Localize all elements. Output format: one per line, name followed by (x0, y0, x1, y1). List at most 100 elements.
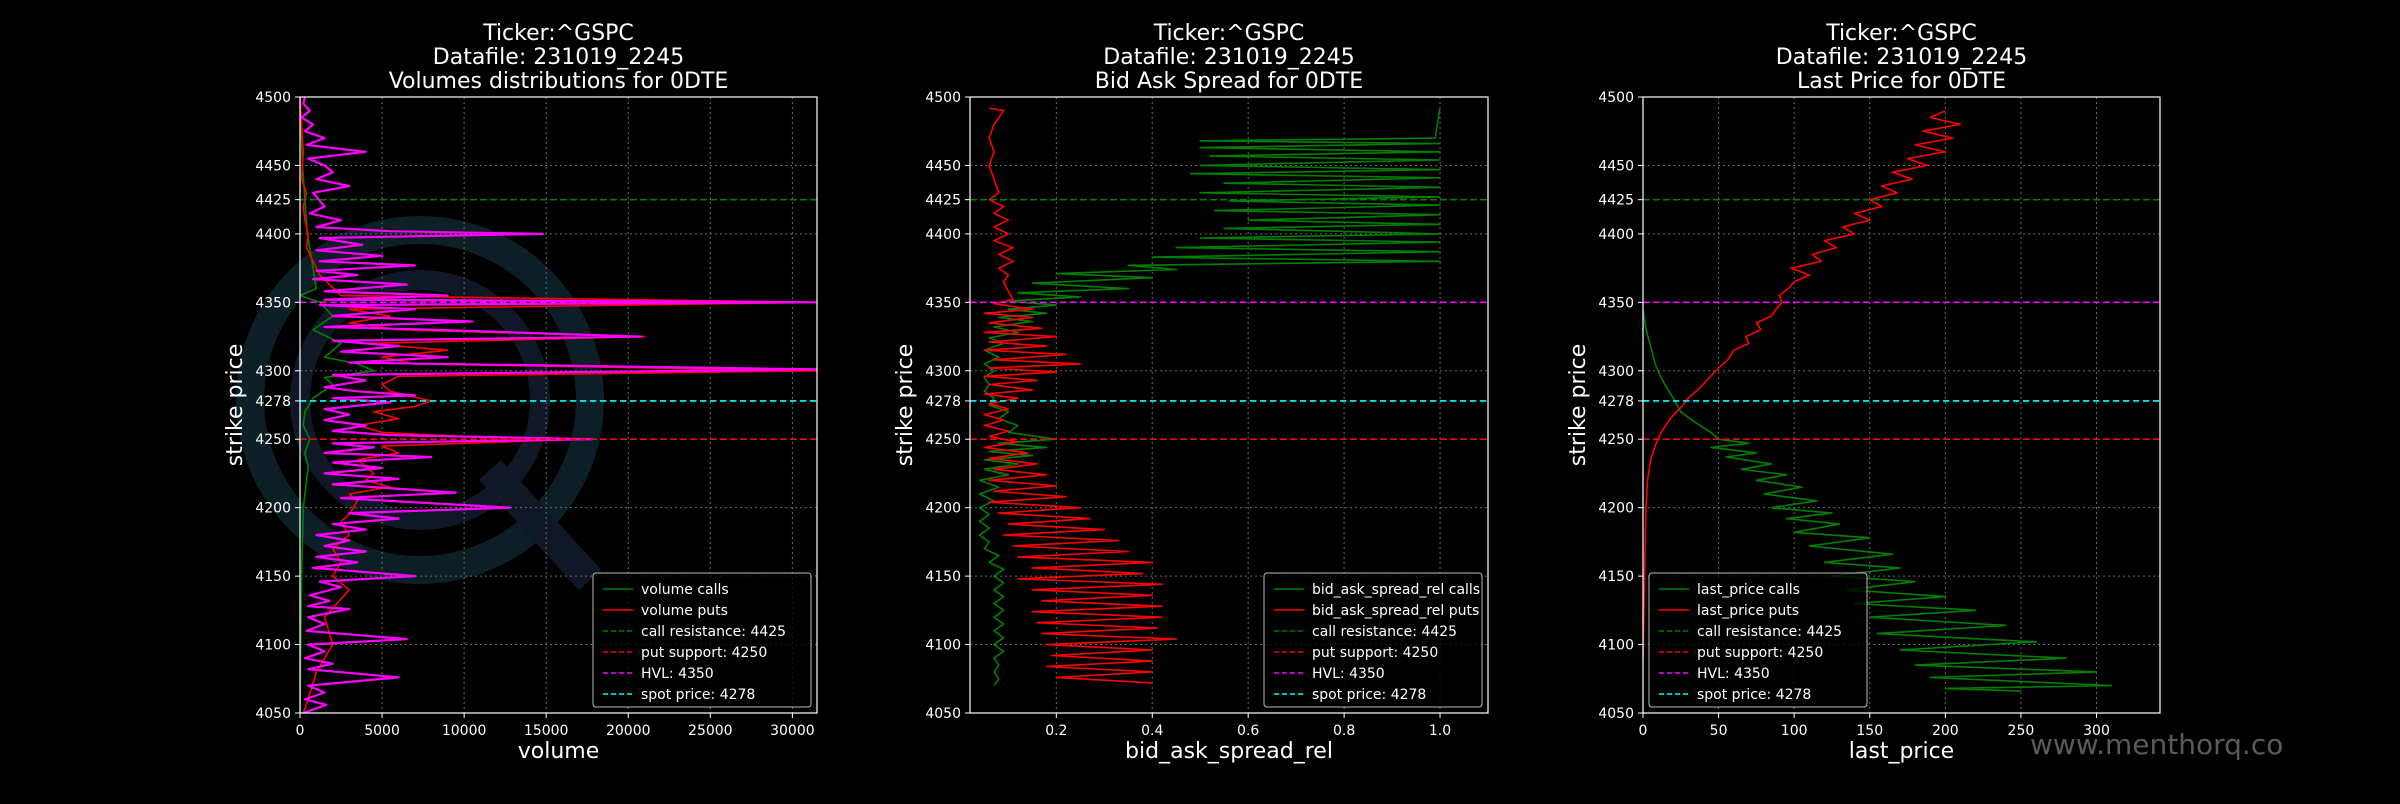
legend-label: volume puts (641, 603, 728, 619)
series-line (983, 107, 1177, 684)
x-tick-label: 0 (1639, 723, 1648, 739)
legend-box (592, 572, 812, 708)
x-axis-label: bid_ask_spread_rel (1125, 739, 1333, 764)
y-tick-label: 4350 (925, 295, 961, 311)
legend-label: spot price: 4278 (641, 687, 755, 703)
y-tick-label: 4350 (255, 295, 291, 311)
x-tick-label: 15000 (524, 723, 569, 739)
chart-title-line: Datafile: 231019_2245 (1776, 45, 2027, 70)
y-axis-label: strike price (1566, 344, 1591, 466)
legend-label: bid_ask_spread_rel puts (1312, 603, 1479, 619)
plot-area (1643, 109, 2160, 692)
y-tick-label: 4278 (255, 394, 291, 410)
series-line (1643, 309, 2113, 692)
chart-title-line: Ticker:^GSPC (1825, 21, 1977, 46)
y-axis-label: strike price (893, 344, 918, 466)
y-tick-label: 4250 (1598, 432, 1634, 448)
chart-title-line: Datafile: 231019_2245 (1103, 45, 1354, 70)
y-tick-label: 4100 (255, 638, 291, 654)
y-tick-label: 4425 (925, 193, 961, 209)
y-tick-label: 4300 (255, 364, 291, 380)
x-tick-label: 50 (1710, 723, 1728, 739)
chart-title-line: Ticker:^GSPC (482, 21, 634, 46)
y-tick-label: 4200 (925, 501, 961, 517)
chart-title-line: Datafile: 231019_2245 (433, 45, 684, 70)
axes-frame (1642, 96, 2161, 714)
chart-panel-3: 0 50 100 150 200 250 300 4050 4100 4150 4200 4250 42… (1566, 21, 2161, 764)
legend-label: call resistance: 4425 (641, 624, 786, 640)
chart-title-line: Ticker:^GSPC (1153, 21, 1305, 46)
plot-area (970, 107, 1488, 687)
y-tick-label: 4250 (255, 432, 291, 448)
legend-label: spot price: 4278 (1697, 687, 1811, 703)
series-line (1643, 109, 1962, 659)
legend: volume calls volume puts call resistance: … (592, 572, 812, 708)
chart-title-line: Volumes distributions for 0DTE (389, 69, 729, 94)
y-tick-label: 4500 (255, 90, 291, 106)
x-tick-label: 0.8 (1333, 723, 1355, 739)
series-line (978, 107, 1441, 687)
series-line (300, 97, 817, 713)
legend-label: put support: 4250 (1312, 645, 1438, 661)
y-tick-label: 4300 (1598, 364, 1634, 380)
y-tick-label: 4350 (1598, 295, 1634, 311)
legend-label: call resistance: 4425 (1312, 624, 1457, 640)
x-tick-label: 200 (1932, 723, 1959, 739)
axes-frame (299, 96, 818, 714)
legend-box (1648, 572, 1868, 708)
y-tick-label: 4278 (925, 394, 961, 410)
y-tick-label: 4250 (925, 432, 961, 448)
x-tick-label: 0.4 (1141, 723, 1163, 739)
x-tick-label: 100 (1781, 723, 1808, 739)
y-tick-label: 4500 (925, 90, 961, 106)
x-tick-label: 150 (1856, 723, 1883, 739)
legend-label: last_price puts (1697, 603, 1799, 619)
y-tick-label: 4150 (925, 569, 961, 585)
y-tick-label: 4450 (925, 158, 961, 174)
y-axis-label: strike price (223, 344, 248, 466)
legend-label: last_price calls (1697, 582, 1800, 598)
y-tick-label: 4425 (1598, 193, 1634, 209)
series-line (300, 97, 375, 713)
y-tick-label: 4450 (255, 158, 291, 174)
chart-title-line: Last Price for 0DTE (1797, 69, 2006, 94)
series-line (300, 97, 817, 713)
legend-label: call resistance: 4425 (1697, 624, 1842, 640)
chart-panel-1: 0 5000 10000 15000 20000 25000 30000 4050 4100 41… (223, 21, 818, 764)
y-tick-label: 4150 (255, 569, 291, 585)
legend-label: HVL: 4350 (1312, 666, 1385, 682)
y-tick-label: 4200 (1598, 501, 1634, 517)
x-tick-label: 5000 (364, 723, 400, 739)
legend: bid_ask_spread_rel calls bid_ask_spread_r… (1263, 572, 1483, 708)
x-tick-label: 0.2 (1045, 723, 1067, 739)
x-tick-label: 300 (2083, 723, 2110, 739)
x-tick-label: 25000 (688, 723, 733, 739)
y-tick-label: 4400 (925, 227, 961, 243)
x-tick-label: 1.0 (1429, 723, 1451, 739)
legend-label: bid_ask_spread_rel calls (1312, 582, 1480, 598)
legend: last_price calls last_price puts call resi… (1648, 572, 1868, 708)
chart-title-line: Bid Ask Spread for 0DTE (1095, 69, 1363, 94)
legend-label: HVL: 4350 (1697, 666, 1770, 682)
y-tick-label: 4100 (1598, 638, 1634, 654)
x-tick-label: 10000 (442, 723, 487, 739)
legend-box (1263, 572, 1483, 708)
watermark-logo-icon (236, 216, 604, 591)
y-tick-label: 4300 (925, 364, 961, 380)
x-tick-label: 20000 (606, 723, 651, 739)
x-tick-label: 0 (296, 723, 305, 739)
plot-area (300, 97, 817, 713)
x-tick-label: 30000 (770, 723, 815, 739)
y-tick-label: 4050 (1598, 706, 1634, 722)
y-tick-label: 4425 (255, 193, 291, 209)
y-tick-label: 4050 (925, 706, 961, 722)
x-axis-label: volume (518, 739, 600, 764)
watermark-text: www.menthorq.co (2030, 728, 2284, 761)
legend-label: HVL: 4350 (641, 666, 714, 682)
chart-panel-2: 0.2 0.4 0.6 0.8 1.0 4050 4100 4150 4200 4250 4278 4… (893, 21, 1489, 764)
x-tick-label: 0.6 (1237, 723, 1259, 739)
y-tick-label: 4450 (1598, 158, 1634, 174)
legend-label: put support: 4250 (1697, 645, 1823, 661)
